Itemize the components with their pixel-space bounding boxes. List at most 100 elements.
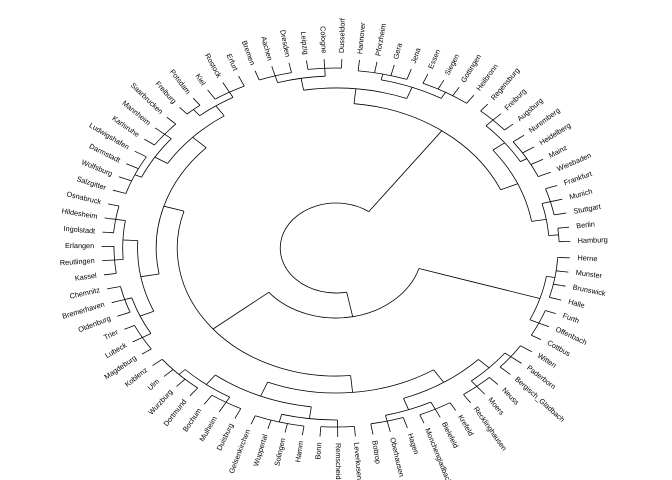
leaf-tip bbox=[561, 212, 567, 215]
branch-segment bbox=[302, 426, 305, 432]
branch-segment bbox=[229, 91, 234, 98]
branch-arc bbox=[161, 359, 198, 389]
branch-segment bbox=[260, 381, 269, 397]
branch-segment bbox=[520, 345, 528, 350]
leaf-label: Solingen bbox=[272, 437, 287, 467]
branch-segment bbox=[504, 352, 512, 358]
branch-segment bbox=[252, 415, 256, 421]
leaf-tip bbox=[108, 203, 113, 206]
leaf-tip bbox=[107, 287, 113, 290]
leaf-tip bbox=[267, 424, 270, 429]
leaf-tip bbox=[550, 311, 556, 314]
branch-segment bbox=[471, 380, 478, 387]
leaf-tip bbox=[176, 383, 181, 387]
branch-segment bbox=[206, 394, 213, 402]
leaf-tip bbox=[421, 419, 425, 424]
branch-segment bbox=[553, 283, 561, 286]
branch-segment bbox=[289, 66, 292, 73]
branch-arc bbox=[176, 210, 351, 377]
leaf-label: Leverkusen bbox=[352, 442, 364, 480]
branch-segment bbox=[163, 205, 185, 212]
branch-segment bbox=[545, 310, 552, 313]
branch-arc bbox=[307, 67, 342, 70]
dendrogram-tips bbox=[101, 59, 571, 437]
branch-segment bbox=[182, 110, 188, 115]
leaf-tip bbox=[144, 138, 149, 142]
branch-segment bbox=[538, 173, 547, 177]
branch-segment bbox=[170, 119, 177, 125]
leaf-tip bbox=[392, 64, 395, 69]
branch-segment bbox=[530, 160, 539, 165]
leaf-tip bbox=[456, 86, 460, 91]
branch-segment bbox=[545, 186, 553, 190]
branch-segment bbox=[549, 296, 557, 300]
branch-segment bbox=[449, 402, 454, 408]
branch-arc bbox=[279, 202, 370, 294]
branch-segment bbox=[478, 359, 490, 369]
leaf-label: Oberhausen bbox=[388, 437, 406, 478]
leaf-label: Essen bbox=[426, 48, 442, 70]
branch-segment bbox=[437, 83, 442, 90]
branch-segment bbox=[452, 90, 457, 96]
leaf-label: Brunswick bbox=[572, 282, 607, 298]
branch-segment bbox=[195, 101, 201, 106]
branch-segment bbox=[240, 79, 245, 87]
branch-segment bbox=[346, 292, 354, 317]
branch-segment bbox=[108, 273, 117, 275]
leaf-tip bbox=[494, 381, 499, 385]
branch-segment bbox=[154, 156, 168, 164]
branch-segment bbox=[418, 268, 467, 281]
leaf-tip bbox=[124, 327, 130, 330]
branch-segment bbox=[489, 377, 495, 383]
branch-arc bbox=[303, 87, 407, 99]
branch-segment bbox=[158, 130, 165, 135]
leaf-tip bbox=[222, 82, 226, 87]
branch-segment bbox=[492, 116, 498, 121]
leaf-label: Moers bbox=[486, 395, 506, 417]
leaf-tip bbox=[529, 146, 535, 150]
leaf-label: Aachen bbox=[259, 35, 274, 61]
leaf-tip bbox=[103, 273, 109, 276]
branch-segment bbox=[212, 291, 270, 330]
leaf-tip bbox=[117, 314, 123, 317]
leaf-label: Hamm bbox=[293, 440, 305, 463]
branch-segment bbox=[274, 75, 278, 83]
branch-segment bbox=[114, 259, 124, 261]
leaf-label: Pforzheim bbox=[373, 23, 388, 57]
branch-segment bbox=[121, 311, 131, 316]
leaf-tip bbox=[189, 392, 194, 397]
branch-arc bbox=[549, 257, 559, 298]
branch-segment bbox=[224, 85, 230, 93]
branch-arc bbox=[255, 415, 305, 427]
leaf-label: Bochum bbox=[181, 406, 203, 433]
leaf-tip bbox=[545, 171, 551, 175]
leaf-tip bbox=[179, 107, 184, 111]
leaf-tip bbox=[506, 371, 511, 375]
branch-segment bbox=[272, 69, 276, 77]
branch-segment bbox=[167, 369, 174, 375]
branch-segment bbox=[466, 98, 472, 104]
leaf-tip bbox=[560, 285, 566, 287]
leaf-label: Stuttgart bbox=[573, 202, 602, 216]
leaf-tip bbox=[409, 68, 412, 73]
leaf-tip bbox=[425, 73, 429, 78]
branch-segment bbox=[193, 109, 200, 116]
branch-segment bbox=[309, 406, 312, 419]
leaf-tip bbox=[536, 337, 542, 340]
branch-segment bbox=[538, 322, 545, 326]
branch-segment bbox=[531, 219, 547, 222]
leaf-label: Mulheim bbox=[197, 415, 219, 443]
leaf-tip bbox=[126, 163, 131, 166]
branch-segment bbox=[440, 92, 446, 99]
branch-arc bbox=[492, 149, 532, 222]
branch-segment bbox=[178, 369, 186, 375]
branch-segment bbox=[215, 105, 225, 117]
leaf-label: Frankfurt bbox=[563, 169, 594, 187]
branch-segment bbox=[115, 218, 126, 221]
branch-arc bbox=[125, 156, 147, 194]
branch-arc bbox=[358, 70, 408, 80]
leaf-label: Chemnitz bbox=[69, 285, 101, 301]
leaf-tip bbox=[141, 351, 147, 355]
